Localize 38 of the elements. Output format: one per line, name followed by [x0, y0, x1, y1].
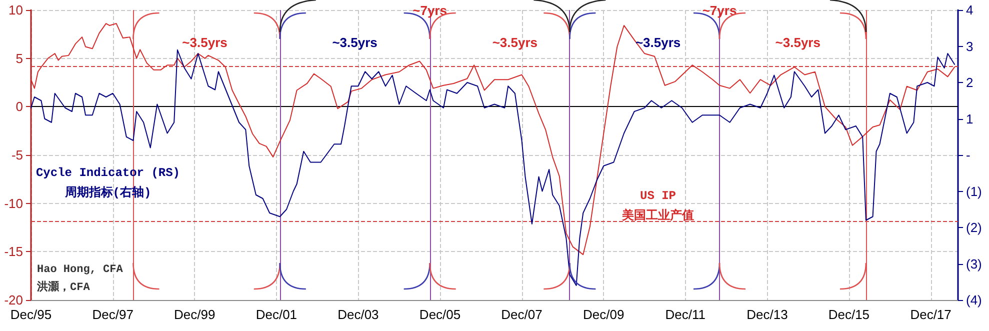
annotation: ~3.5yrs [332, 34, 378, 50]
x-tick-label: Dec/05 [419, 307, 461, 322]
annotation: ~3.5yrs [492, 34, 538, 50]
y2-tick-label: (1) [966, 184, 982, 199]
x-tick-label: Dec/07 [501, 307, 542, 322]
x-tick-label: Dec/13 [746, 307, 788, 322]
x-tick-label: Dec/11 [665, 307, 706, 322]
x-tick-label: Dec/15 [828, 307, 870, 322]
y-tick-label: 5 [16, 50, 23, 66]
y-tick-label: -5 [11, 148, 23, 162]
x-tick-label: Dec/17 [910, 307, 952, 322]
y-tick-label: -15 [4, 244, 23, 260]
y2-tick-label: 2 [966, 75, 974, 90]
y2-tick-label: (3) [966, 256, 982, 272]
y2-tick-label: 3 [966, 38, 974, 54]
annotation: ~7yrs [702, 3, 737, 18]
x-tick-label: Dec/97 [92, 307, 134, 322]
annotation: Hao Hong, CFA 洪灝，CFA [36, 264, 124, 294]
y2-tick-label: - [966, 148, 970, 162]
line-series [30, 23, 956, 256]
y-tick-label: 10 [8, 2, 23, 18]
text: US IP 美国工业产值 [621, 189, 694, 223]
x-tick-label: Dec/03 [338, 307, 379, 322]
annotation: ~3.5yrs [775, 34, 820, 50]
y2-tick-label: (4) [966, 292, 982, 308]
x-tick-label: Dec/99 [174, 307, 216, 322]
x-tick-label: Dec/01 [256, 307, 298, 322]
x-tick-label: Dec/09 [583, 307, 624, 322]
y2-tick-label: 1 [966, 111, 974, 126]
y-tick-label: -10 [4, 196, 23, 211]
y-tick-label: -20 [4, 292, 23, 308]
annotation: ~7yrs [412, 3, 448, 18]
x-tick-label: Dec/95 [10, 307, 52, 322]
annotation: ~3.5yrs [182, 34, 228, 50]
annotation: ~3.5yrs [635, 34, 681, 50]
y2-tick-label: (2) [966, 220, 982, 235]
y-tick-label: 0 [16, 99, 23, 114]
y2-tick-label: 4 [966, 2, 974, 18]
